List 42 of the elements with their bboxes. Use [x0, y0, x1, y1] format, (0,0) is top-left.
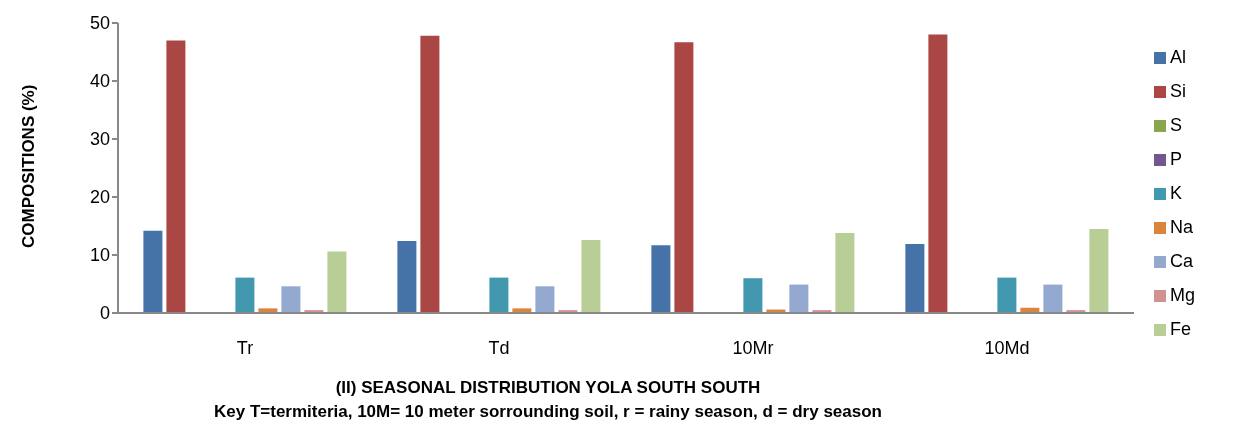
bar — [651, 245, 671, 313]
y-tick-label: 0 — [99, 303, 110, 324]
legend-label: Al — [1169, 47, 1186, 67]
x-tick-label: 10Mr — [732, 337, 774, 358]
bar — [166, 40, 186, 313]
x-tick-label: Tr — [236, 337, 254, 358]
bar — [743, 278, 763, 313]
text: (II) SEASONAL DISTRIBUTION YOLA SOUTH SOUTH — [334, 378, 762, 398]
bar — [997, 277, 1017, 313]
legend-label: Si — [1169, 81, 1186, 101]
bar — [489, 277, 509, 313]
x-tick-label: 10Md — [984, 337, 1030, 358]
bar — [235, 277, 255, 313]
legend-label: Ca — [1169, 251, 1193, 271]
x-tick-label: Td — [488, 337, 510, 358]
legend-label: Fe — [1169, 319, 1191, 339]
legend-label: P — [1169, 149, 1182, 169]
y-tick-label: 10 — [89, 245, 110, 266]
bar — [835, 232, 855, 313]
bar — [905, 243, 925, 313]
bar — [143, 230, 163, 313]
legend-label: S — [1169, 115, 1182, 135]
y-tick-label: 50 — [89, 13, 110, 34]
bar — [789, 284, 809, 313]
bar — [327, 251, 347, 313]
bar — [1089, 228, 1109, 313]
y-tick-label: 30 — [89, 129, 110, 150]
legend-label: K — [1169, 183, 1182, 203]
text: Key T=termiteria, 10M= 10 meter sorrounding soil, r = rainy season, d = dry season — [213, 402, 883, 422]
y-axis-title: COMPOSITIONS (%) — [19, 84, 39, 248]
legend-label: Mg — [1169, 285, 1195, 305]
bar — [581, 239, 601, 313]
bar — [674, 42, 694, 313]
y-tick-label: 20 — [89, 187, 110, 208]
bar — [928, 34, 948, 313]
bar — [397, 241, 417, 313]
y-tick-label: 40 — [89, 71, 110, 92]
bar — [535, 286, 555, 313]
bar — [1043, 284, 1063, 313]
legend-label: Na — [1169, 217, 1193, 237]
bar — [420, 35, 440, 313]
bar — [281, 286, 301, 313]
